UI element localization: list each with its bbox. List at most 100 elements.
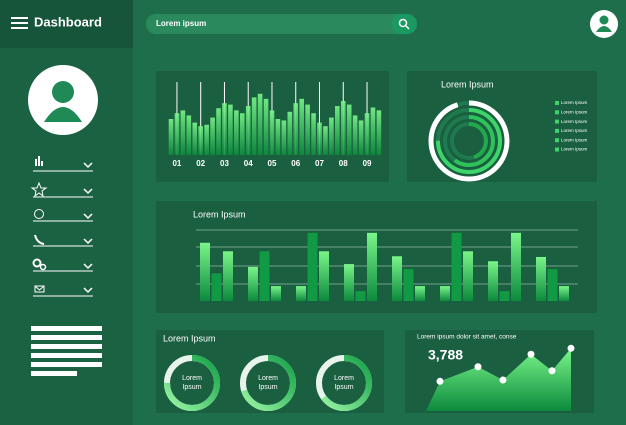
bar bbox=[299, 98, 304, 155]
text-block bbox=[31, 326, 102, 376]
bar bbox=[559, 286, 569, 301]
ring bbox=[436, 108, 502, 174]
bar bbox=[451, 232, 462, 301]
nav-item[interactable] bbox=[32, 258, 93, 272]
profile-body bbox=[44, 107, 82, 122]
bar bbox=[234, 110, 239, 155]
nav-item[interactable] bbox=[33, 285, 93, 297]
donut-arc bbox=[240, 355, 296, 411]
bar bbox=[440, 286, 450, 301]
bar bbox=[364, 113, 370, 155]
legend-label: Lorem Ipsum bbox=[561, 147, 588, 152]
point bbox=[436, 377, 444, 385]
bar bbox=[263, 98, 269, 155]
bar bbox=[335, 106, 340, 155]
x-tick-label: 09 bbox=[363, 159, 372, 168]
x-tick-label: 07 bbox=[315, 159, 324, 168]
x-tick-label: 04 bbox=[244, 159, 253, 168]
bar bbox=[228, 104, 233, 155]
legend-swatch bbox=[555, 110, 559, 115]
bar bbox=[287, 111, 293, 155]
legend-swatch bbox=[555, 138, 559, 143]
bar bbox=[211, 273, 222, 301]
bar bbox=[415, 286, 425, 301]
sidebar bbox=[0, 0, 133, 425]
bar bbox=[296, 286, 306, 301]
bar bbox=[367, 232, 377, 301]
profile-head bbox=[52, 81, 74, 103]
donut-arc bbox=[316, 355, 372, 411]
legend-label: Lorem Ipsum bbox=[561, 137, 588, 142]
bar bbox=[257, 93, 263, 155]
nav-item[interactable] bbox=[33, 234, 93, 247]
donut-label: Lorem Ipsum bbox=[182, 375, 202, 391]
bar bbox=[547, 269, 558, 301]
bar bbox=[499, 291, 510, 301]
ring bbox=[450, 122, 488, 160]
bar bbox=[358, 120, 364, 155]
bar bbox=[245, 106, 251, 155]
bar bbox=[352, 115, 358, 155]
bar bbox=[392, 256, 402, 301]
menu-icon[interactable] bbox=[11, 17, 28, 29]
ring bbox=[443, 115, 495, 167]
avatar-head bbox=[599, 15, 609, 25]
bar bbox=[305, 104, 310, 155]
bar bbox=[186, 115, 192, 155]
bar bbox=[248, 266, 258, 301]
legend-label: Lorem Ipsum bbox=[561, 119, 588, 124]
x-tick-label: 05 bbox=[268, 159, 277, 168]
donut-arc bbox=[164, 355, 220, 411]
bar bbox=[222, 103, 227, 155]
bar bbox=[192, 122, 198, 155]
donut-label: Lorem Ipsum bbox=[334, 375, 354, 391]
nav-item[interactable] bbox=[30, 181, 93, 198]
legend-label: Lorem Ipsum bbox=[561, 109, 588, 114]
kpi-value: 3,788 bbox=[428, 347, 463, 363]
bar bbox=[370, 107, 376, 155]
bar bbox=[174, 113, 180, 155]
bar bbox=[329, 117, 334, 155]
area bbox=[426, 348, 571, 411]
bar bbox=[536, 256, 546, 301]
x-tick-label: 08 bbox=[339, 159, 348, 168]
search-icon bbox=[398, 18, 408, 28]
search-icon-handle bbox=[405, 25, 410, 30]
bar bbox=[307, 232, 318, 301]
nav-item[interactable] bbox=[33, 209, 93, 222]
donut-label: Lorem Ipsum bbox=[258, 375, 278, 391]
bar bbox=[376, 110, 382, 155]
legend-label: Lorem Ipsum bbox=[561, 128, 588, 133]
bar bbox=[488, 261, 498, 301]
x-tick-label: 03 bbox=[220, 159, 229, 168]
bar bbox=[311, 113, 316, 155]
bar bbox=[340, 101, 346, 155]
avatar-body bbox=[596, 26, 612, 32]
panel-title: Lorem ipsum dolor sit amet, conse bbox=[417, 334, 517, 341]
legend-swatch bbox=[555, 101, 559, 105]
point bbox=[548, 367, 556, 375]
bar bbox=[293, 103, 299, 155]
bar bbox=[200, 242, 210, 301]
x-tick-label: 06 bbox=[291, 159, 300, 168]
bar bbox=[346, 104, 352, 155]
search-button[interactable] bbox=[392, 14, 417, 34]
point bbox=[527, 350, 535, 358]
bar bbox=[275, 119, 281, 155]
nav-item[interactable] bbox=[33, 156, 93, 172]
bar bbox=[319, 251, 329, 301]
legend-swatch bbox=[555, 147, 559, 152]
bar bbox=[355, 291, 366, 301]
bar bbox=[271, 286, 281, 301]
bar bbox=[216, 108, 221, 155]
bar bbox=[251, 97, 257, 155]
bar bbox=[463, 251, 473, 301]
search-bar[interactable] bbox=[146, 14, 417, 34]
x-tick-label: 01 bbox=[172, 159, 181, 168]
x-tick-label: 02 bbox=[196, 159, 205, 168]
bar bbox=[511, 232, 521, 301]
bar bbox=[281, 120, 287, 155]
panel-title: Lorem Ipsum bbox=[193, 209, 246, 219]
